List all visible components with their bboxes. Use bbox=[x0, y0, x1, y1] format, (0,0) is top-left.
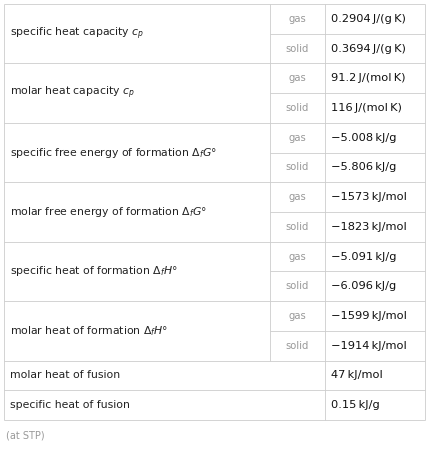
Text: specific free energy of formation $\Delta_f G°$: specific free energy of formation $\Delt… bbox=[10, 145, 217, 159]
Text: gas: gas bbox=[289, 14, 306, 24]
Text: −5.806 kJ/g: −5.806 kJ/g bbox=[331, 163, 396, 173]
Text: −1599 kJ/mol: −1599 kJ/mol bbox=[331, 311, 407, 321]
Text: gas: gas bbox=[289, 133, 306, 143]
Text: 91.2 J/(mol K): 91.2 J/(mol K) bbox=[331, 73, 405, 83]
Text: molar free energy of formation $\Delta_f G°$: molar free energy of formation $\Delta_f… bbox=[10, 205, 207, 219]
Text: gas: gas bbox=[289, 192, 306, 202]
Text: −1914 kJ/mol: −1914 kJ/mol bbox=[331, 341, 407, 351]
Text: −5.008 kJ/g: −5.008 kJ/g bbox=[331, 133, 396, 143]
Text: molar heat capacity $c_p$: molar heat capacity $c_p$ bbox=[10, 85, 135, 101]
Text: solid: solid bbox=[286, 341, 309, 351]
Text: gas: gas bbox=[289, 73, 306, 83]
Text: −5.091 kJ/g: −5.091 kJ/g bbox=[331, 251, 396, 261]
Text: solid: solid bbox=[286, 163, 309, 173]
Text: −1573 kJ/mol: −1573 kJ/mol bbox=[331, 192, 407, 202]
Text: solid: solid bbox=[286, 281, 309, 291]
Text: (at STP): (at STP) bbox=[6, 430, 45, 440]
Text: 0.3694 J/(g K): 0.3694 J/(g K) bbox=[331, 43, 406, 53]
Text: specific heat of formation $\Delta_f H°$: specific heat of formation $\Delta_f H°$ bbox=[10, 265, 178, 279]
Text: 47 kJ/mol: 47 kJ/mol bbox=[331, 371, 383, 381]
Text: specific heat of fusion: specific heat of fusion bbox=[10, 400, 130, 410]
Text: solid: solid bbox=[286, 43, 309, 53]
Text: gas: gas bbox=[289, 311, 306, 321]
Text: 0.15 kJ/g: 0.15 kJ/g bbox=[331, 400, 380, 410]
Text: molar heat of formation $\Delta_f H°$: molar heat of formation $\Delta_f H°$ bbox=[10, 324, 168, 338]
Text: molar heat of fusion: molar heat of fusion bbox=[10, 371, 120, 381]
Text: gas: gas bbox=[289, 251, 306, 261]
Text: solid: solid bbox=[286, 222, 309, 232]
Text: −1823 kJ/mol: −1823 kJ/mol bbox=[331, 222, 407, 232]
Text: −6.096 kJ/g: −6.096 kJ/g bbox=[331, 281, 396, 291]
Text: 0.2904 J/(g K): 0.2904 J/(g K) bbox=[331, 14, 406, 24]
Text: solid: solid bbox=[286, 103, 309, 113]
Text: specific heat capacity $c_p$: specific heat capacity $c_p$ bbox=[10, 25, 144, 42]
Text: 116 J/(mol K): 116 J/(mol K) bbox=[331, 103, 402, 113]
